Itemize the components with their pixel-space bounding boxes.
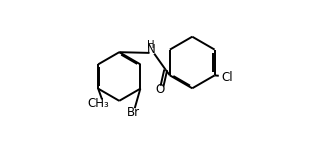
- Text: N: N: [146, 43, 155, 56]
- Text: Br: Br: [127, 106, 140, 119]
- Text: O: O: [155, 82, 164, 95]
- Text: Cl: Cl: [222, 71, 233, 84]
- Text: H: H: [147, 40, 155, 50]
- Text: CH₃: CH₃: [87, 97, 109, 110]
